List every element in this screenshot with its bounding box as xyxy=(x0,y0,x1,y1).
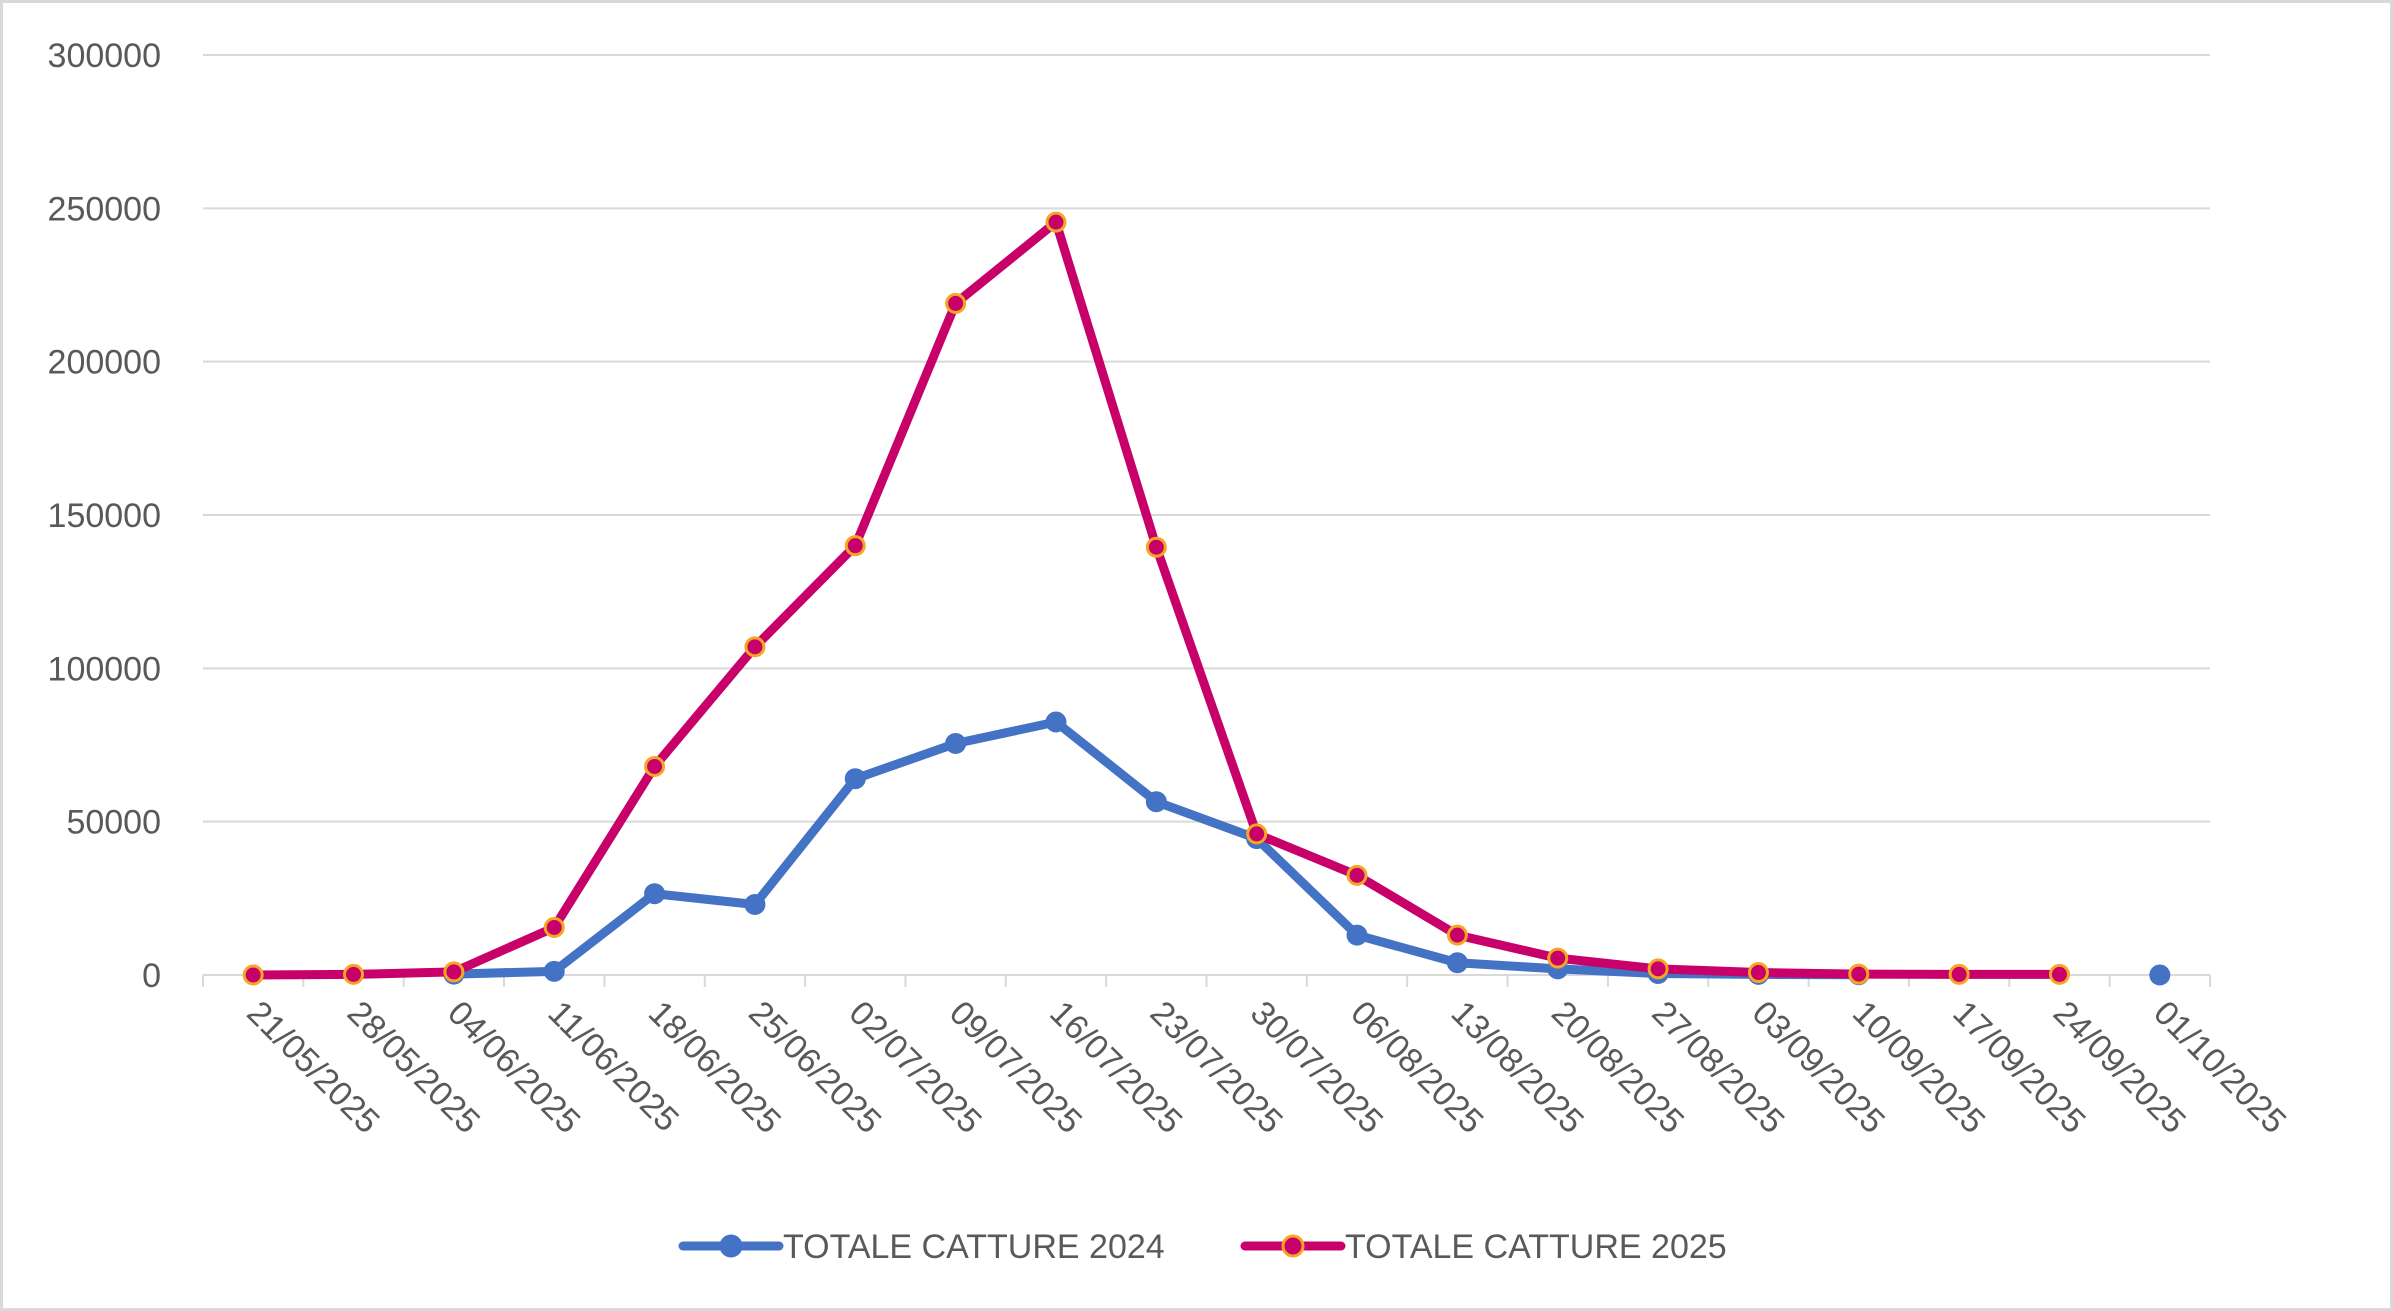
data-point xyxy=(744,893,766,915)
data-point xyxy=(1145,791,1167,813)
series-2 xyxy=(242,211,2070,986)
data-point xyxy=(443,961,465,983)
data-point xyxy=(945,292,967,314)
data-point xyxy=(1045,211,1067,233)
y-tick-label: 0 xyxy=(142,957,161,995)
data-point xyxy=(1246,823,1268,845)
data-point xyxy=(1346,924,1368,946)
y-tick-label: 300000 xyxy=(48,37,161,75)
y-tick-label: 200000 xyxy=(48,344,161,382)
legend-label: TOTALE CATTURE 2025 xyxy=(1345,1228,1727,1266)
legend: TOTALE CATTURE 2024 TOTALE CATTURE 2025 xyxy=(678,1228,1727,1266)
line-chart: 0 50000 100000 150000 200000 250000 300000 21/… xyxy=(48,37,2294,1266)
data-point xyxy=(543,960,565,982)
data-point xyxy=(1446,924,1468,946)
legend-label: TOTALE CATTURE 2024 xyxy=(783,1228,1165,1266)
data-point xyxy=(242,964,264,986)
x-axis-tick-labels: 21/05/202528/05/202504/06/202511/06/2025… xyxy=(240,994,2294,1141)
data-point xyxy=(2048,963,2070,985)
data-point xyxy=(1145,536,1167,558)
y-axis-tick-labels: 0 50000 100000 150000 200000 250000 300000 xyxy=(48,37,161,995)
data-point xyxy=(1948,963,1970,985)
data-point xyxy=(644,883,666,905)
data-point xyxy=(543,916,565,938)
data-point xyxy=(1446,952,1468,974)
data-point xyxy=(844,535,866,557)
y-tick-label: 150000 xyxy=(48,497,161,535)
data-point xyxy=(844,768,866,790)
y-tick-label: 50000 xyxy=(66,804,161,842)
data-point xyxy=(1747,962,1769,984)
data-point xyxy=(2149,964,2171,986)
legend-swatch-marker xyxy=(719,1234,743,1258)
data-point xyxy=(1848,963,1870,985)
data-point xyxy=(1346,864,1368,886)
series-1 xyxy=(443,711,2171,986)
data-point xyxy=(945,732,967,754)
data-point xyxy=(1045,711,1067,733)
y-tick-label: 250000 xyxy=(48,190,161,228)
data-point xyxy=(1547,947,1569,969)
legend-entry-2: TOTALE CATTURE 2025 xyxy=(1240,1228,1727,1266)
y-tick-label: 100000 xyxy=(48,650,161,688)
data-point xyxy=(644,755,666,777)
data-point xyxy=(1647,958,1669,980)
legend-entry-1: TOTALE CATTURE 2024 xyxy=(678,1228,1165,1266)
data-point xyxy=(744,636,766,658)
data-point xyxy=(343,963,365,985)
series-line xyxy=(248,217,2064,980)
legend-swatch-marker xyxy=(1281,1234,1305,1258)
grid-lines xyxy=(203,54,2210,823)
series-lines xyxy=(242,211,2171,986)
